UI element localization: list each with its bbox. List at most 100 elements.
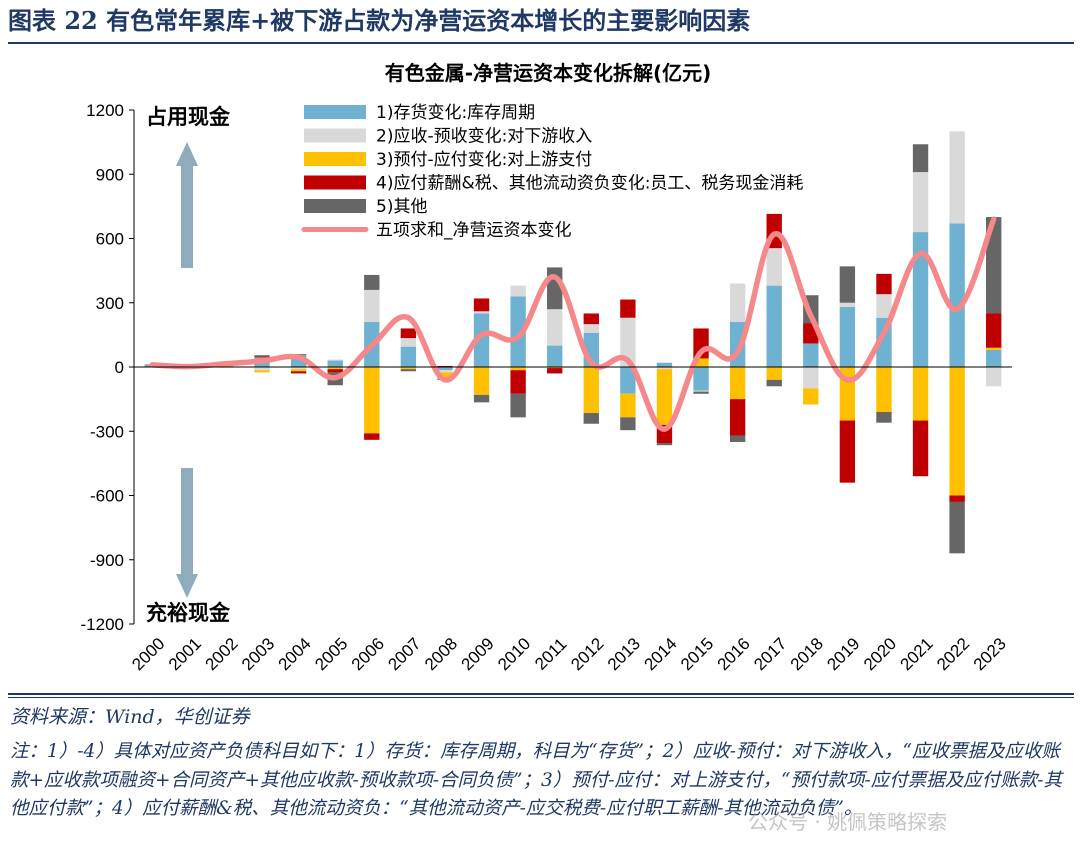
- x-tick-label: 2009: [458, 634, 498, 674]
- x-tick-label: 2010: [494, 634, 534, 674]
- bar-inventory: [986, 349, 1002, 367]
- y-tick-label: 1200: [86, 101, 124, 120]
- bar-prepay: [290, 369, 307, 372]
- bar-prepay: [986, 347, 1002, 350]
- chart-title: 有色金属-净营运资本变化拆解(亿元): [385, 61, 712, 85]
- bar-other: [766, 379, 782, 387]
- bar-other: [254, 355, 270, 357]
- bar-prepay: [949, 367, 965, 496]
- bar-other: [400, 369, 417, 372]
- chart-legend: 1)存货变化:库存周期 2)应收-预收变化:对下游收入 3)预付-应付变化:对上游支…: [301, 103, 803, 241]
- bar-inventory: [912, 232, 929, 367]
- bar-payroll: [986, 313, 1002, 348]
- bar-receivable: [693, 390, 709, 392]
- bar-receivable: [510, 285, 526, 297]
- bar-receivable: [364, 289, 380, 323]
- annotation-occupy-cash: 占用现金: [146, 105, 231, 129]
- bar-inventory: [290, 355, 307, 367]
- x-tick-label: 2005: [311, 634, 351, 674]
- bar-other: [620, 417, 636, 431]
- down-arrow-head: [176, 574, 198, 598]
- x-tick-label: 2004: [275, 634, 315, 674]
- x-tick-label: 2018: [787, 634, 827, 674]
- bar-receivable: [912, 172, 929, 233]
- bar-other: [547, 267, 563, 310]
- bar-prepay: [912, 367, 929, 421]
- bar-other: [693, 391, 709, 394]
- bar-receivable: [986, 367, 1002, 387]
- bar-prepay: [547, 367, 563, 369]
- bar-payroll: [876, 273, 892, 295]
- bar-payroll: [473, 298, 490, 312]
- bar-prepay: [620, 393, 636, 418]
- x-tick-label: 2022: [933, 634, 973, 674]
- annotation-ample-cash: 充裕现金: [146, 601, 231, 625]
- bar-receivable: [473, 311, 490, 314]
- bar-inventory: [620, 367, 636, 394]
- x-tick-label: 2011: [531, 634, 570, 673]
- bar-prepay: [876, 367, 892, 412]
- bar-receivable: [547, 309, 563, 346]
- bar-payroll: [364, 433, 380, 440]
- bar-prepay: [327, 367, 343, 370]
- legend-label-payroll: 4)应付薪酬&税、其他流动资负变化:员工、税务现金消耗: [376, 174, 803, 194]
- bar-prepay: [729, 367, 746, 400]
- legend-label-inventory: 1)存货变化:库存周期: [376, 103, 535, 123]
- bar-payroll: [583, 313, 599, 325]
- bar-inventory: [656, 362, 673, 367]
- bar-prepay: [766, 367, 782, 380]
- cash-direction-arrows: [176, 142, 198, 598]
- x-tick-label: 2003: [238, 634, 278, 674]
- y-tick-label: -600: [90, 487, 124, 506]
- legend-label-other: 5)其他: [376, 197, 427, 217]
- bar-other: [510, 393, 526, 418]
- x-tick-label: 2016: [714, 634, 754, 674]
- bar-prepay: [803, 388, 819, 405]
- footer-rule-thin: [8, 697, 1074, 698]
- bar-other: [364, 274, 380, 290]
- y-tick-label: -300: [90, 422, 124, 441]
- bar-inventory: [437, 367, 453, 371]
- bar-receivable: [656, 367, 673, 370]
- bar-payroll: [327, 369, 343, 373]
- y-tick-label: -1200: [81, 615, 124, 634]
- x-tick-label: 2002: [201, 634, 241, 674]
- bar-prepay: [364, 367, 380, 434]
- bar-receivable: [803, 367, 819, 389]
- x-tick-label: 2014: [640, 634, 680, 674]
- bar-inventory: [547, 345, 563, 367]
- bar-payroll: [400, 328, 417, 339]
- up-arrow-head: [176, 142, 198, 166]
- bar-inventory: [400, 346, 417, 367]
- bar-inventory: [949, 223, 965, 367]
- y-tick-label: -900: [90, 551, 124, 570]
- legend-swatch-payroll: [304, 175, 366, 190]
- bar-prepay: [693, 358, 709, 367]
- bar-other: [986, 217, 1002, 314]
- bar-prepay: [254, 370, 270, 373]
- legend-label-sum_line: 五项求和_净营运资本变化: [376, 221, 572, 241]
- bar-other: [583, 413, 599, 424]
- y-tick-label: 900: [96, 165, 124, 184]
- x-tick-label: 2015: [677, 634, 717, 674]
- bar-other: [473, 394, 490, 403]
- bar-other: [656, 443, 673, 446]
- bar-payroll: [437, 365, 453, 367]
- bar-inventory: [327, 360, 343, 367]
- legend-swatch-inventory: [304, 105, 366, 119]
- bar-inventory: [693, 367, 709, 391]
- down-arrow-shaft: [181, 468, 193, 574]
- bar-prepay: [583, 367, 599, 414]
- up-arrow-shaft: [181, 166, 193, 268]
- x-tick-label: 2021: [897, 634, 937, 674]
- bar-payroll: [620, 299, 636, 318]
- x-tick-label: 2000: [128, 634, 168, 674]
- sum-line: [149, 216, 997, 432]
- bar-inventory: [803, 343, 819, 367]
- bar-payroll: [547, 368, 563, 374]
- bar-inventory: [510, 296, 526, 367]
- x-tick-label: 2008: [421, 634, 461, 674]
- bar-payroll: [254, 356, 270, 358]
- x-tick-label: 2020: [860, 634, 900, 674]
- bar-payroll: [949, 495, 965, 502]
